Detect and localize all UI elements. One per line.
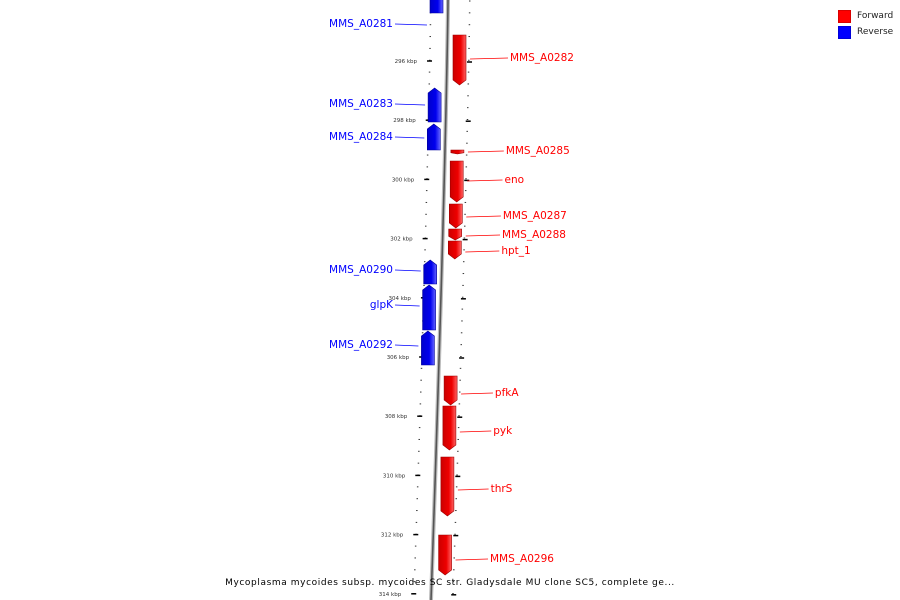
reverse-gene-arrow[interactable] <box>426 123 441 151</box>
kbp-tick-label: 300 kbp <box>392 177 415 183</box>
forward-swatch <box>838 9 851 23</box>
gene-MMS_A0284[interactable]: MMS_A0284 <box>329 123 441 151</box>
gene-label: MMS_A0281 <box>329 18 393 30</box>
gene-label: thrS <box>491 483 513 495</box>
label-leader-line <box>467 150 504 153</box>
legend-item-reverse: Reverse <box>838 24 900 40</box>
gene-label: pyk <box>493 425 513 437</box>
gene-MMS_A0282[interactable]: MMS_A0282 <box>452 34 574 86</box>
gene-label: eno <box>505 174 525 186</box>
forward-gene-arrow[interactable] <box>440 456 455 517</box>
forward-gene-arrow[interactable] <box>448 228 463 241</box>
forward-gene-arrow[interactable] <box>449 160 464 203</box>
reverse-gene-arrow[interactable] <box>422 284 436 331</box>
gene-MMS_A0288[interactable]: MMS_A0288 <box>448 228 566 241</box>
legend-reverse-label: Reverse <box>857 27 894 37</box>
reverse-gene-arrow[interactable] <box>423 259 438 285</box>
kbp-tick-label: 302 kbp <box>390 237 413 243</box>
reverse-gene-arrow[interactable] <box>427 87 442 123</box>
gene-label: MMS_A0292 <box>329 339 393 351</box>
gene-label: MMS_A0283 <box>329 98 393 110</box>
label-leader-line <box>394 269 421 272</box>
label-leader-line <box>470 57 509 60</box>
label-leader-line <box>466 215 501 218</box>
label-leader-line <box>394 136 425 139</box>
gene-label: MMS_A0287 <box>503 210 567 222</box>
kbp-tick-label: 296 kbp <box>395 59 418 65</box>
forward-gene-arrow[interactable] <box>443 375 458 406</box>
gene-label: MMS_A0282 <box>510 52 574 64</box>
gene-label: MMS_A0284 <box>329 131 393 143</box>
legend-forward-label: Forward <box>857 11 894 21</box>
kbp-tick-label: 310 kbp <box>383 473 406 479</box>
gene-label: MMS_A0285 <box>506 145 570 157</box>
gene-MMS_A0290[interactable]: MMS_A0290 <box>329 259 438 285</box>
forward-gene-arrow[interactable] <box>452 34 467 86</box>
label-leader-line <box>457 488 489 491</box>
gene-eno[interactable]: eno <box>449 160 525 203</box>
forward-gene-arrow[interactable] <box>438 534 452 576</box>
gene-label: pfkA <box>495 387 519 399</box>
gene-MMS_A0287[interactable]: MMS_A0287 <box>448 203 567 229</box>
kbp-tick-label: 306 kbp <box>387 355 410 361</box>
reverse-gene-arrow[interactable] <box>429 0 444 14</box>
label-leader-line <box>455 558 489 561</box>
kbp-tick-label: 312 kbp <box>381 533 404 539</box>
gene-MMS_A0281[interactable]: MMS_A0281 <box>329 0 444 30</box>
label-leader-line <box>394 23 427 26</box>
gene-label: MMS_A0296 <box>490 553 554 565</box>
gene-label: hpt_1 <box>501 245 530 257</box>
gene-pyk[interactable]: pyk <box>442 405 513 451</box>
forward-gene-arrow[interactable] <box>448 203 463 229</box>
gene-hpt_1[interactable]: hpt_1 <box>447 240 531 260</box>
kbp-tick-label: 308 kbp <box>385 414 408 420</box>
gene-glpK[interactable]: glpK <box>370 284 436 331</box>
gene-label: MMS_A0290 <box>329 264 393 276</box>
forward-gene-arrow[interactable] <box>447 240 462 260</box>
forward-gene-arrow[interactable] <box>442 405 457 451</box>
gene-label: glpK <box>370 299 394 311</box>
gene-MMS_A0296[interactable]: MMS_A0296 <box>438 534 555 576</box>
gene-MMS_A0292[interactable]: MMS_A0292 <box>329 330 435 366</box>
gene-thrS[interactable]: thrS <box>440 456 513 517</box>
label-leader-line <box>394 103 426 106</box>
kbp-tick-label: 298 kbp <box>393 118 416 124</box>
label-leader-line <box>467 179 503 182</box>
label-leader-line <box>394 344 419 347</box>
kbp-tick-label: 314 kbp <box>379 592 402 598</box>
label-leader-line <box>465 234 501 237</box>
backbone-line <box>430 0 449 600</box>
gene-label: MMS_A0288 <box>502 229 566 241</box>
genome-backbone <box>429 0 450 600</box>
label-leader-line <box>465 250 500 253</box>
gene-MMS_A0283[interactable]: MMS_A0283 <box>329 87 442 123</box>
gene-features: MMS_A0281 MMS_A0282 MMS_A0283 MMS_A0284 MMS_… <box>329 0 574 576</box>
legend-item-forward: Forward <box>838 8 900 24</box>
label-leader-line <box>461 392 493 395</box>
sequence-caption: Mycoplasma mycoides subsp. mycoides SC s… <box>225 578 675 588</box>
label-leader-line <box>394 304 420 307</box>
reverse-gene-arrow[interactable] <box>421 330 435 366</box>
kbp-tick-label: 304 kbp <box>388 296 411 302</box>
legend: Forward Reverse <box>838 8 900 40</box>
reverse-swatch <box>838 25 851 39</box>
gene-MMS_A0285[interactable]: MMS_A0285 <box>450 145 570 157</box>
gene-pfkA[interactable]: pfkA <box>443 375 519 406</box>
forward-gene-arrow[interactable] <box>450 149 465 155</box>
label-leader-line <box>459 430 492 433</box>
